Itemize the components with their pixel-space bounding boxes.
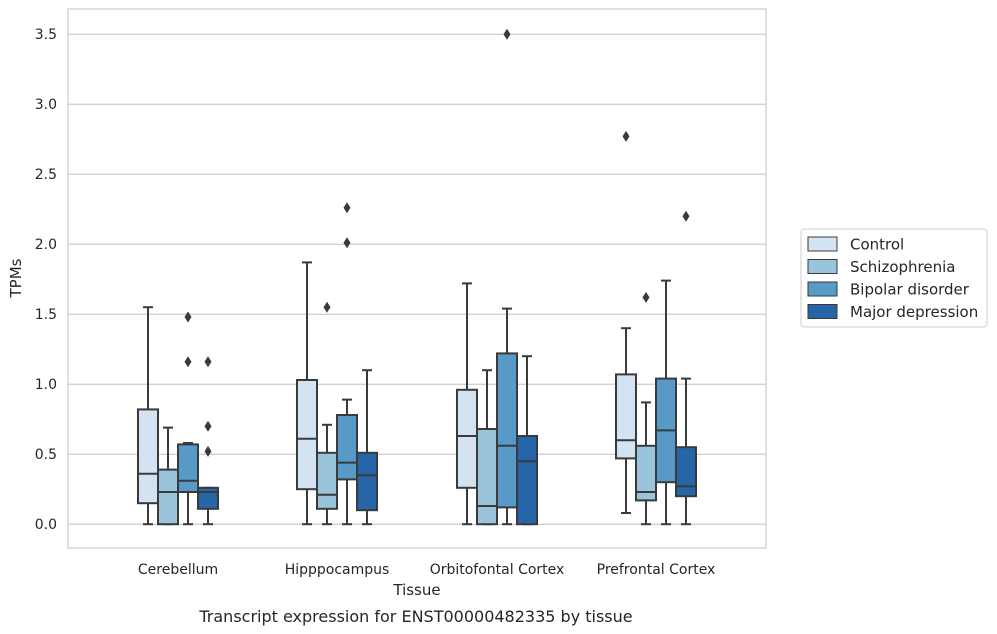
x-tick-label: Hipppocampus [285, 562, 390, 578]
outlier-point [642, 291, 650, 303]
iqr-box [316, 451, 338, 510]
iqr-box [496, 352, 518, 509]
outlier-point [204, 445, 212, 457]
box-1-1 [316, 301, 338, 526]
iqr-box [456, 388, 478, 489]
y-tick-label: 3.5 [35, 27, 57, 43]
iqr-box [137, 408, 159, 505]
iqr-box [157, 468, 179, 526]
outlier-point [184, 311, 192, 323]
legend-label: Bipolar disorder [850, 281, 970, 299]
outlier-point [682, 210, 690, 222]
outlier-point [204, 356, 212, 368]
iqr-box [177, 443, 199, 493]
outlier-point [622, 130, 630, 142]
outlier-point [184, 356, 192, 368]
x-tick-label: Orbitofontal Cortex [430, 562, 565, 578]
legend-swatch [807, 304, 838, 319]
y-tick-label: 1.5 [35, 307, 57, 323]
y-tick-label: 2.5 [35, 167, 57, 183]
box-2-0 [456, 282, 478, 526]
box-1-2 [336, 202, 358, 526]
y-tick-label: 0.0 [35, 517, 57, 533]
iqr-box [336, 414, 358, 481]
iqr-box [675, 446, 697, 498]
outlier-point [204, 420, 212, 432]
box-3-2 [655, 279, 677, 526]
iqr-box [356, 451, 378, 512]
y-tick-label: 3.0 [35, 97, 57, 113]
box-0-0 [137, 306, 159, 526]
box-plot-marks [137, 28, 697, 526]
x-tick-label: Cerebellum [138, 562, 218, 578]
box-2-1 [476, 369, 498, 526]
legend-frame [800, 228, 988, 328]
y-tick-label: 2.0 [35, 237, 57, 253]
iqr-box [197, 486, 219, 510]
outlier-point [503, 28, 511, 40]
legend-swatch [807, 259, 838, 274]
legend-swatch [807, 281, 838, 297]
outlier-point [323, 301, 331, 313]
legend-swatch [807, 236, 838, 252]
box-0-2 [177, 311, 199, 526]
legend-label: Control [850, 236, 904, 254]
box-3-0 [615, 130, 637, 514]
y-axis-ticks: 0.0 0.5 1.0 1.5 2.0 2.5 3.0 3.5 [35, 27, 57, 533]
iqr-box [615, 373, 637, 460]
x-axis-ticks: Cerebellum Hipppocampus Orbitofontal Corte… [138, 562, 715, 578]
y-tick-label: 0.5 [35, 447, 57, 463]
legend-label: Schizophrenia [850, 258, 955, 276]
box-1-3 [356, 369, 378, 526]
box-0-3 [197, 356, 219, 526]
legend: Control Schizophrenia Bipolar disorder Majo… [800, 228, 988, 328]
box-3-1 [635, 291, 657, 526]
box-2-3 [516, 355, 538, 526]
box-1-0 [296, 261, 318, 526]
outlier-point [343, 202, 351, 214]
outlier-point [343, 237, 351, 249]
x-axis-label: Tissue [392, 581, 440, 599]
iqr-box [296, 379, 318, 491]
box-2-2 [496, 28, 518, 526]
y-axis-label: TPMs [7, 258, 25, 298]
y-tick-label: 1.0 [35, 377, 57, 393]
legend-label: Major depression [850, 303, 978, 321]
chart-caption: Transcript expression for ENST0000048233… [198, 607, 632, 626]
box-3-3 [675, 210, 697, 526]
x-tick-label: Prefrontal Cortex [597, 562, 716, 578]
plot-frame [67, 8, 767, 549]
box-0-1 [157, 426, 179, 526]
iqr-box [516, 435, 538, 526]
iqr-box [476, 428, 498, 526]
